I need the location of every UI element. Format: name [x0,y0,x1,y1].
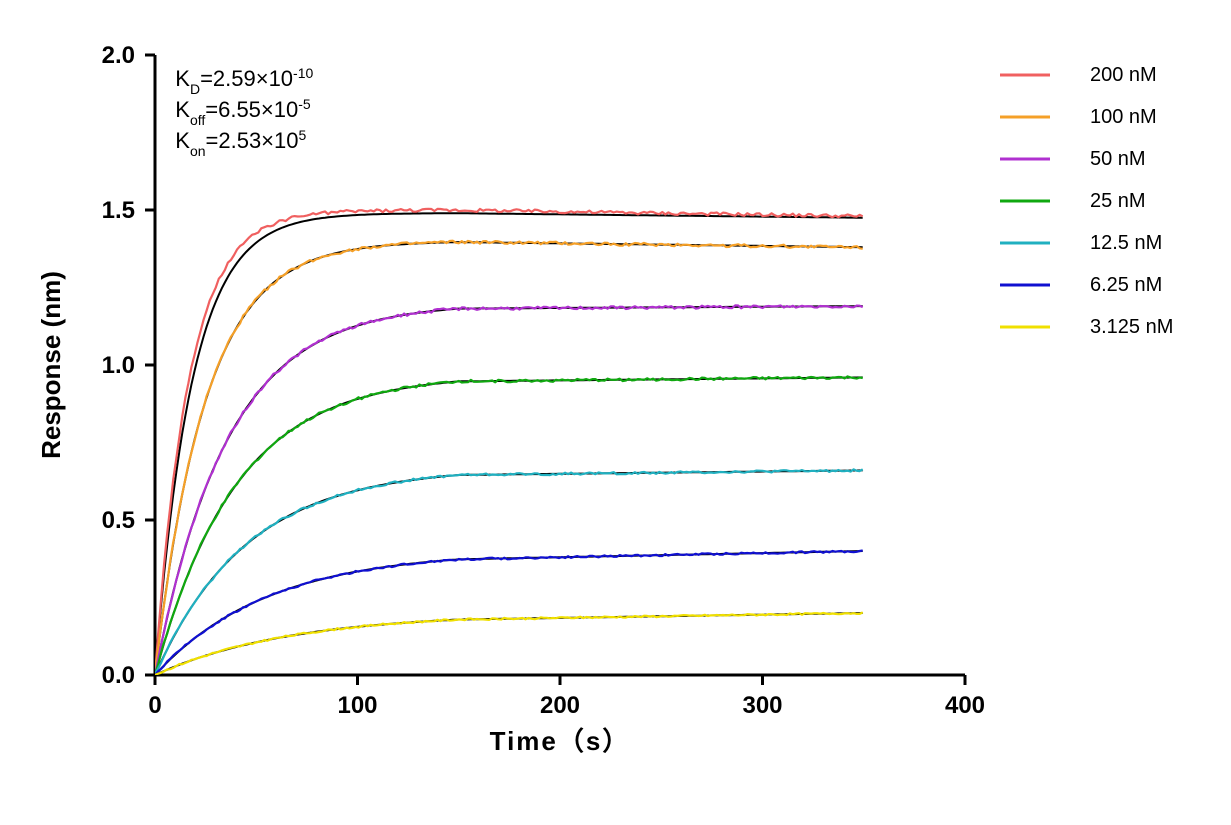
chart-container: 0 100 200 300 400 0.0 0.5 1.0 1.5 2.0 Time（s） Respo… [0,0,1231,825]
curves-group [155,209,863,675]
legend-label: 25 nM [1090,190,1146,212]
y-tick-label: 2.0 [102,42,135,69]
kinetic-constant-annotation: KD=2.59×10-10 [175,65,313,97]
x-tick-label: 100 [337,692,377,719]
fit-curve [155,551,863,675]
legend: 200 nM 100 nM 50 nM 25 nM 12.5 nM 6.25 nM 3.12… [1000,64,1173,338]
fit-curve [155,613,863,675]
data-curve [155,469,863,674]
data-curve [155,376,863,674]
x-tick-label: 300 [742,692,782,719]
legend-label: 50 nM [1090,148,1146,170]
data-curve [155,612,863,675]
y-tick-label: 1.5 [102,197,135,224]
fit-curve [155,470,863,675]
kinetic-constant-annotation: Kon=2.53×105 [175,127,306,159]
fit-curve [155,377,863,675]
x-tick-label: 400 [945,692,985,719]
legend-label: 3.125 nM [1090,316,1173,338]
y-tick-label: 1.0 [102,352,135,379]
y-tick-label: 0.0 [102,662,135,689]
legend-label: 12.5 nM [1090,232,1162,254]
data-curve [155,209,863,675]
y-tick-label: 0.5 [102,507,135,534]
x-axis-label: Time（s） [490,726,631,756]
x-tick-label: 200 [540,692,580,719]
legend-label: 6.25 nM [1090,274,1162,296]
data-curve [155,551,863,676]
legend-label: 200 nM [1090,64,1157,86]
annotations: KD=2.59×10-10Koff=6.55×10-5Kon=2.53×105 [175,65,313,159]
kinetic-constant-annotation: Koff=6.55×10-5 [175,96,311,128]
kinetics-chart: 0 100 200 300 400 0.0 0.5 1.0 1.5 2.0 Time（s） Respo… [0,0,1231,825]
y-axis-label: Response (nm) [36,271,66,459]
fit-curve [155,213,863,675]
x-tick-label: 0 [148,692,161,719]
legend-label: 100 nM [1090,106,1157,128]
